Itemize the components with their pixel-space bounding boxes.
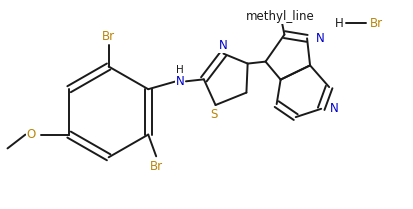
Text: Br: Br: [102, 31, 115, 43]
Text: H: H: [176, 65, 184, 75]
Text: Br: Br: [370, 17, 383, 30]
Text: S: S: [210, 108, 217, 121]
Text: N: N: [316, 32, 325, 45]
Text: Br: Br: [150, 160, 163, 173]
Text: N: N: [330, 102, 339, 115]
Text: N: N: [176, 75, 184, 88]
Text: methyl_line: methyl_line: [246, 10, 315, 23]
Text: H: H: [335, 17, 344, 30]
Text: N: N: [219, 39, 228, 52]
Text: O: O: [27, 128, 36, 141]
